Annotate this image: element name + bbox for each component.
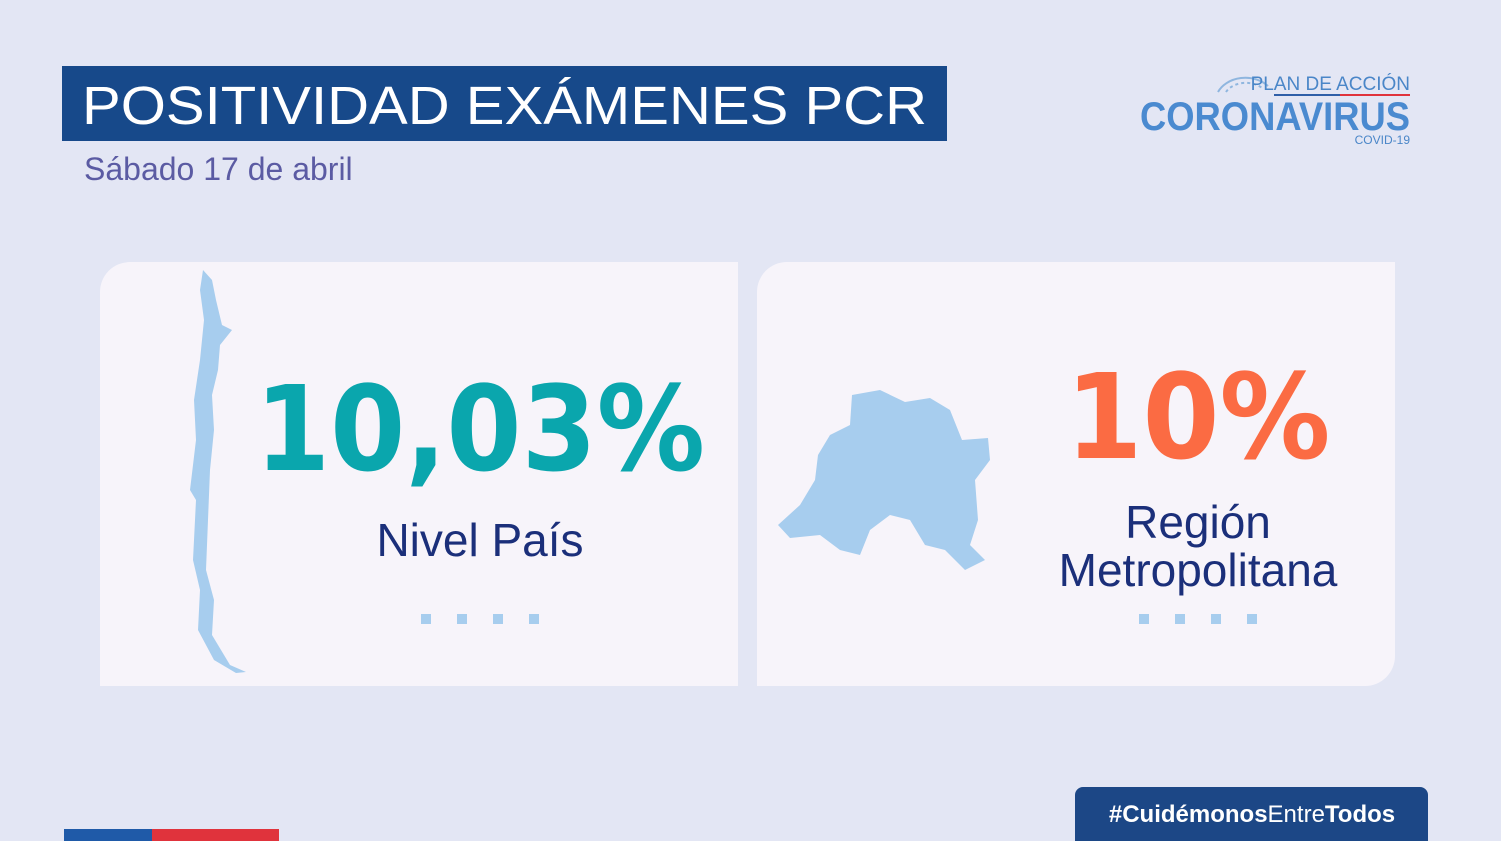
chile-map <box>190 270 246 673</box>
card-label: Región <box>1125 496 1271 548</box>
card <box>757 262 1395 686</box>
hashtag: #CuidémonosEntreTodos <box>1109 801 1395 828</box>
card-value: 10% <box>1066 348 1331 486</box>
card <box>100 262 738 686</box>
card-value: 10,03% <box>255 360 705 498</box>
logo-main: CORONAVIRUS <box>1140 95 1410 139</box>
flag-red <box>152 829 279 841</box>
logo-icon <box>1217 76 1269 93</box>
hashtag-part: Todos <box>1325 801 1395 828</box>
dots <box>421 614 539 624</box>
title-box <box>62 66 947 141</box>
card-label: Metropolitana <box>1059 544 1338 596</box>
hashtag-box <box>1075 787 1428 841</box>
dots <box>1139 614 1257 624</box>
hashtag-part: Entre <box>1268 801 1325 828</box>
card-label: Nivel País <box>376 514 583 566</box>
flag-blue <box>64 829 152 841</box>
title: POSITIVIDAD EXÁMENES PCR <box>82 76 927 136</box>
hashtag-part: #Cuidémonos <box>1109 801 1268 828</box>
subtitle: Sábado 17 de abril <box>84 151 353 187</box>
logo-sub: COVID-19 <box>1355 133 1411 147</box>
logo-top: PLAN DE ACCIÓN <box>1251 73 1410 95</box>
region-map <box>778 390 990 570</box>
